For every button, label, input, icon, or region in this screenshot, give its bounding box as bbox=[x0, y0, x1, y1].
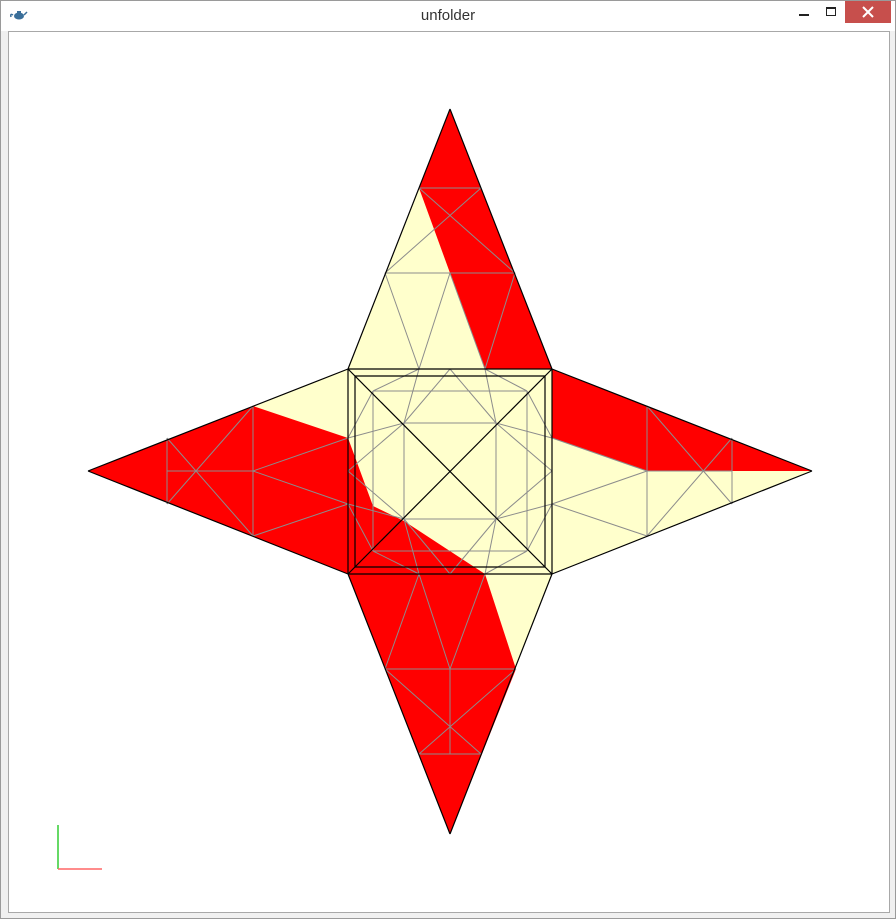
fold-line bbox=[646, 437, 733, 537]
fold-line bbox=[384, 668, 482, 755]
unfolded-net bbox=[57, 108, 813, 870]
fold-line bbox=[384, 272, 420, 370]
fold-line bbox=[347, 503, 405, 520]
fold-line bbox=[551, 470, 648, 505]
fold-line bbox=[551, 503, 648, 537]
fold-line bbox=[495, 422, 553, 439]
outline-edge bbox=[551, 368, 813, 472]
fold-line bbox=[495, 422, 553, 472]
maximize-icon bbox=[826, 7, 836, 16]
fold-line bbox=[347, 390, 374, 439]
minimize-icon bbox=[799, 14, 809, 16]
outline-edge bbox=[87, 470, 349, 575]
3d-viewport[interactable] bbox=[8, 31, 890, 913]
fold-line bbox=[252, 503, 349, 537]
outline-edge bbox=[551, 470, 813, 575]
fold-line bbox=[347, 422, 405, 439]
fold-line bbox=[252, 437, 349, 472]
fold-line bbox=[646, 405, 733, 505]
fold-line bbox=[372, 368, 420, 392]
maximize-button[interactable] bbox=[818, 1, 844, 23]
close-button[interactable] bbox=[845, 1, 891, 23]
fold-line bbox=[403, 368, 420, 424]
outline-edge bbox=[347, 573, 451, 835]
fold-line bbox=[418, 573, 451, 670]
fold-line bbox=[403, 518, 451, 575]
fold-line bbox=[495, 503, 553, 520]
outline-edge bbox=[449, 573, 553, 835]
fold-line bbox=[403, 368, 451, 424]
title-bar[interactable]: unfolder bbox=[1, 1, 895, 31]
close-icon bbox=[862, 6, 874, 18]
fold-line bbox=[166, 405, 254, 505]
fold-line bbox=[384, 573, 420, 670]
fold-line bbox=[551, 437, 648, 472]
fold-line bbox=[418, 272, 451, 370]
fold-line bbox=[347, 503, 374, 552]
fold-line bbox=[347, 422, 405, 472]
fold-line bbox=[449, 272, 486, 370]
teapot-icon bbox=[10, 11, 28, 20]
net-outlines bbox=[87, 108, 813, 835]
fold-line bbox=[484, 518, 497, 575]
fold-line bbox=[484, 272, 516, 370]
fold-line bbox=[484, 368, 497, 424]
fold-line bbox=[526, 390, 553, 439]
fold-line bbox=[403, 518, 420, 575]
fold-line bbox=[526, 503, 553, 552]
outline-edge bbox=[87, 368, 349, 472]
fold-line bbox=[484, 550, 528, 575]
fold-line bbox=[384, 187, 482, 274]
axis-indicator bbox=[57, 825, 102, 870]
fold-line bbox=[347, 470, 405, 520]
left-red-stripe bbox=[88, 406, 485, 574]
fold-line bbox=[449, 518, 497, 575]
fold-line bbox=[495, 470, 553, 520]
fold-line bbox=[449, 368, 497, 424]
outline-edge bbox=[347, 368, 553, 575]
fold-line bbox=[418, 668, 517, 755]
outline-edge bbox=[449, 108, 553, 370]
fold-line bbox=[484, 368, 528, 392]
outline-edge bbox=[347, 108, 451, 370]
fold-line bbox=[418, 187, 516, 274]
top-red-stripe bbox=[419, 109, 552, 369]
minimize-button[interactable] bbox=[791, 1, 817, 23]
fold-line bbox=[166, 437, 254, 537]
bottom-red-stripe bbox=[348, 574, 516, 834]
window-title: unfolder bbox=[420, 7, 476, 24]
fold-line bbox=[449, 573, 486, 670]
fold-line bbox=[252, 470, 349, 505]
fold-line bbox=[372, 550, 420, 575]
